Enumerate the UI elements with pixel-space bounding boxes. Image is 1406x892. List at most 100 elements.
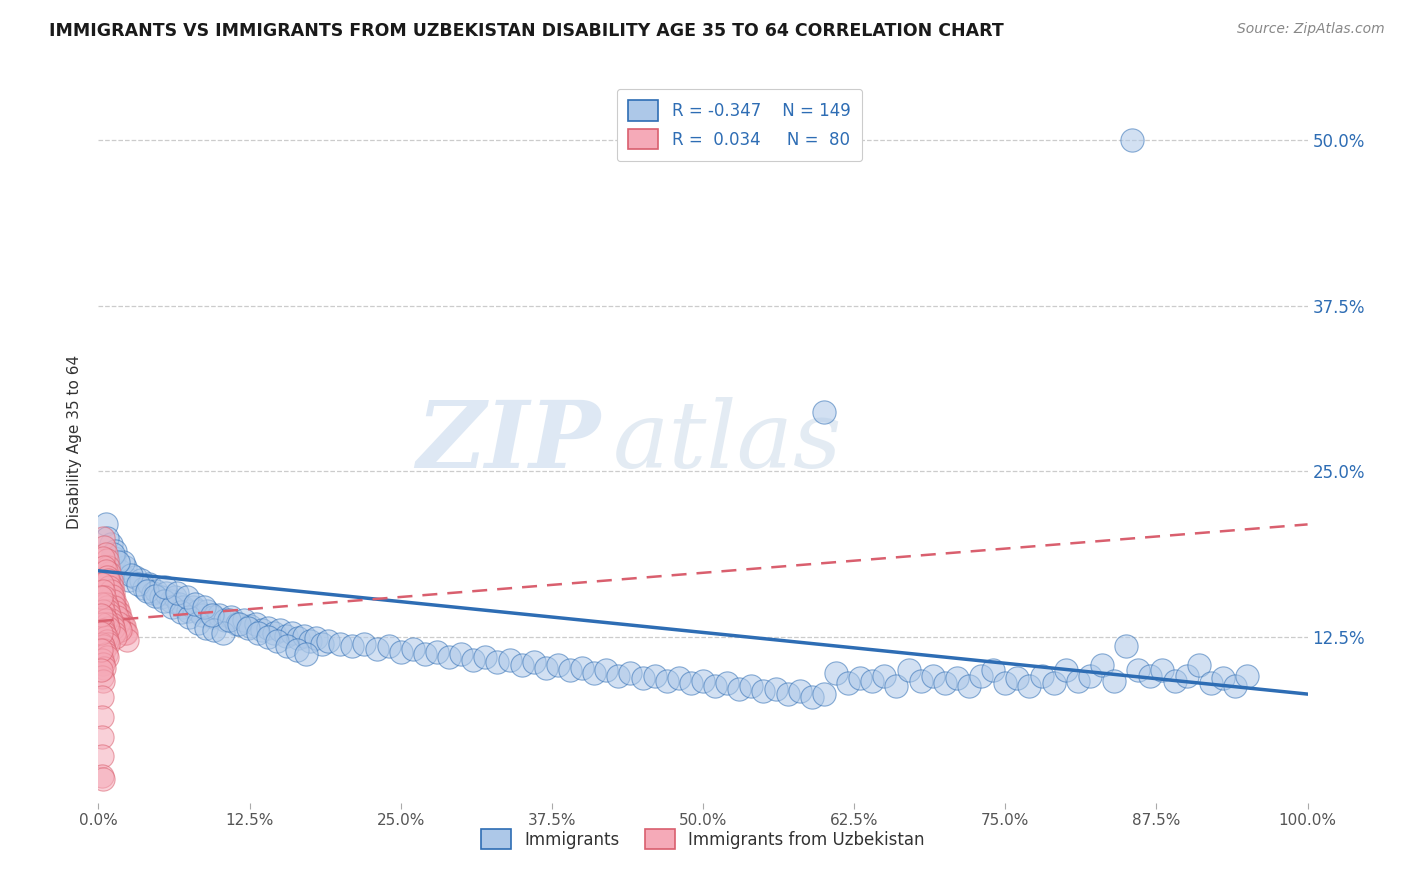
Point xyxy=(191,607,214,622)
Point xyxy=(1199,676,1222,690)
Point xyxy=(101,621,124,635)
Point xyxy=(184,597,207,611)
Point xyxy=(91,640,114,654)
Point xyxy=(212,626,235,640)
Point xyxy=(100,613,122,627)
Point xyxy=(946,671,969,685)
Point xyxy=(486,655,509,669)
Point xyxy=(91,730,114,744)
Point xyxy=(163,591,186,605)
Point xyxy=(228,616,250,631)
Point xyxy=(813,687,835,701)
Point xyxy=(90,643,112,657)
Point xyxy=(193,599,215,614)
Point xyxy=(176,591,198,605)
Point xyxy=(91,616,114,631)
Point xyxy=(644,668,666,682)
Point xyxy=(179,610,201,624)
Point xyxy=(153,580,176,594)
Point xyxy=(91,673,114,688)
Point xyxy=(152,594,174,608)
Point xyxy=(1152,663,1174,677)
Point xyxy=(91,531,114,545)
Text: ZIP: ZIP xyxy=(416,397,600,486)
Point xyxy=(256,630,278,644)
Text: atlas: atlas xyxy=(613,397,842,486)
Point xyxy=(583,665,606,680)
Point xyxy=(94,564,117,578)
Point xyxy=(96,570,118,584)
Point xyxy=(150,591,173,605)
Point xyxy=(897,663,920,677)
Point xyxy=(1042,676,1064,690)
Point xyxy=(498,652,520,666)
Point xyxy=(143,589,166,603)
Point xyxy=(97,573,120,587)
Point xyxy=(692,673,714,688)
Point xyxy=(114,626,136,640)
Point xyxy=(169,605,191,619)
Point xyxy=(571,660,593,674)
Point xyxy=(134,581,156,595)
Point xyxy=(1018,679,1040,693)
Point xyxy=(91,772,114,786)
Point xyxy=(96,650,118,665)
Point xyxy=(112,619,135,633)
Point xyxy=(94,613,117,627)
Point xyxy=(1054,663,1077,677)
Point xyxy=(108,621,131,635)
Point xyxy=(90,607,112,622)
Point xyxy=(269,624,291,638)
Point xyxy=(245,616,267,631)
Point xyxy=(1175,668,1198,682)
Point xyxy=(120,567,142,582)
Point xyxy=(100,589,122,603)
Point xyxy=(740,679,762,693)
Text: Source: ZipAtlas.com: Source: ZipAtlas.com xyxy=(1237,22,1385,37)
Point xyxy=(91,769,114,783)
Point xyxy=(1091,657,1114,672)
Point xyxy=(98,566,121,581)
Point xyxy=(110,613,132,627)
Point xyxy=(218,613,240,627)
Point xyxy=(558,663,581,677)
Point xyxy=(523,655,546,669)
Point xyxy=(104,599,127,614)
Point xyxy=(752,684,775,698)
Point xyxy=(91,624,114,638)
Point xyxy=(295,648,318,662)
Point xyxy=(1236,668,1258,682)
Point xyxy=(101,586,124,600)
Point xyxy=(1031,668,1053,682)
Point xyxy=(91,690,114,704)
Point xyxy=(108,613,131,627)
Point xyxy=(202,610,225,624)
Point xyxy=(426,645,449,659)
Point xyxy=(138,577,160,591)
Point xyxy=(679,676,702,690)
Point xyxy=(1078,668,1101,682)
Point xyxy=(93,610,115,624)
Point xyxy=(292,629,315,643)
Point xyxy=(101,547,124,561)
Point xyxy=(547,657,569,672)
Point xyxy=(98,580,121,594)
Point xyxy=(204,624,226,638)
Point xyxy=(101,594,124,608)
Point xyxy=(463,652,485,666)
Point xyxy=(1115,640,1137,654)
Point xyxy=(239,619,262,633)
Point xyxy=(91,709,114,723)
Point xyxy=(1188,657,1211,672)
Point xyxy=(91,652,114,666)
Point xyxy=(1163,673,1185,688)
Point xyxy=(619,665,641,680)
Point xyxy=(91,577,114,591)
Point xyxy=(534,660,557,674)
Point xyxy=(776,687,799,701)
Point xyxy=(789,684,811,698)
Point xyxy=(510,657,533,672)
Text: IMMIGRANTS VS IMMIGRANTS FROM UZBEKISTAN DISABILITY AGE 35 TO 64 CORRELATION CHA: IMMIGRANTS VS IMMIGRANTS FROM UZBEKISTAN… xyxy=(49,22,1004,40)
Point xyxy=(94,630,117,644)
Point xyxy=(389,645,412,659)
